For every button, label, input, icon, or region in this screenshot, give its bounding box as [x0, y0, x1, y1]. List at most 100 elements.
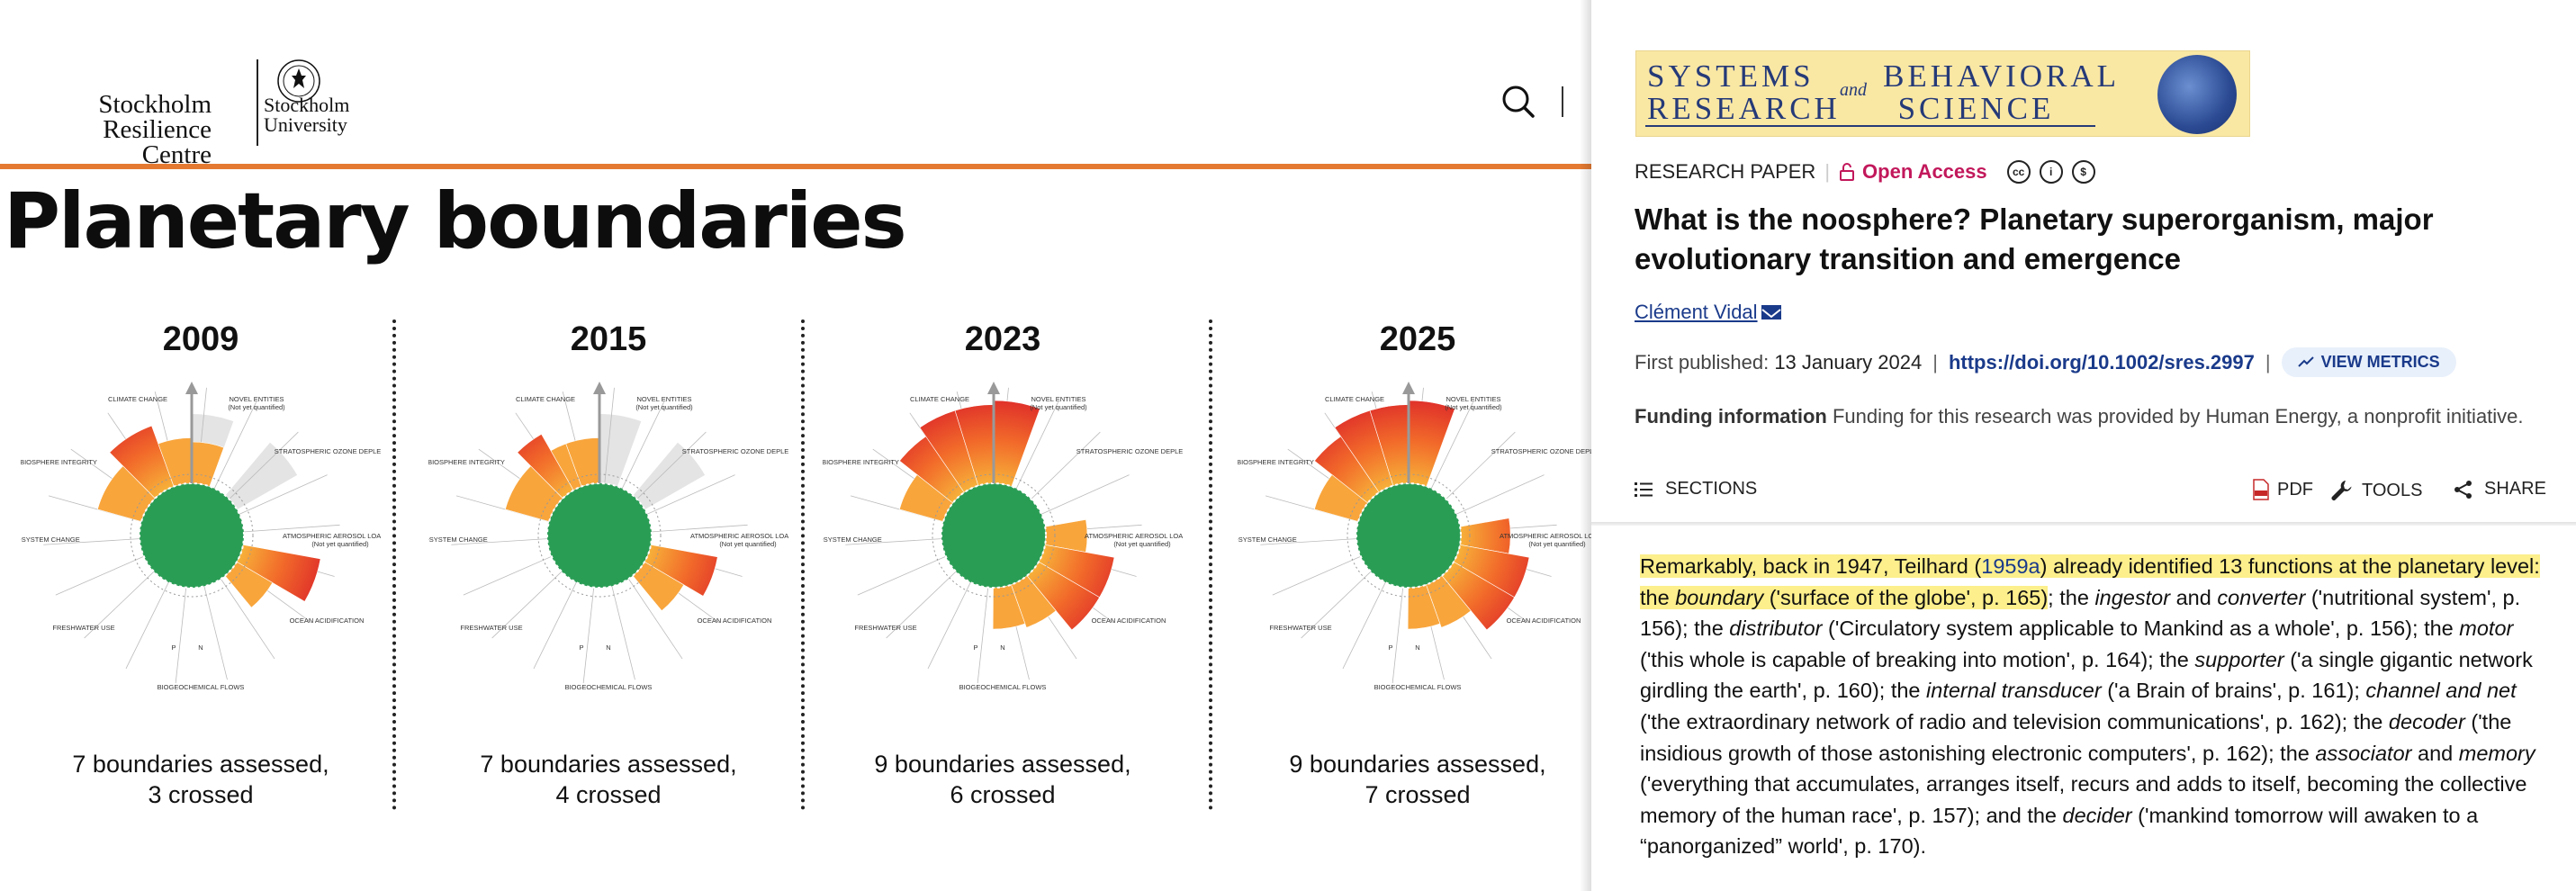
journal-rule: [1645, 125, 2095, 127]
author-link[interactable]: Clément Vidal: [1635, 301, 1781, 324]
pdf-icon: [2253, 479, 2269, 500]
uncertainty-ring: [130, 473, 254, 598]
unquantified-sector: [633, 442, 706, 510]
unquantified-sector: [225, 442, 298, 510]
arrow-head: [593, 382, 606, 394]
wheel-label: OCEAN ACIDIFICATION: [290, 616, 365, 625]
boundary-wedge: [224, 561, 274, 608]
text-run: ('surface of the globe', p. 165): [1763, 585, 2049, 609]
panel-divider: [801, 320, 805, 810]
mail-icon[interactable]: [1761, 305, 1781, 320]
emphasis: ingestor: [2094, 585, 2171, 609]
university-seal-icon: [277, 59, 320, 103]
sections-button[interactable]: SECTIONS: [1635, 479, 1757, 500]
wheel-label: FRESHWATER USE: [460, 624, 522, 632]
wheel-label: STRATOSPHERIC OZONE DEPLETION: [1076, 447, 1183, 455]
wheel-label: N: [1000, 644, 1004, 652]
panel-year: 2025: [1379, 320, 1456, 358]
logo-uni1: Stockholm: [264, 94, 350, 116]
sections-label: SECTIONS: [1665, 479, 1758, 499]
wheel-label: CLIMATE CHANGE: [108, 395, 167, 403]
safe-operating-space: [547, 483, 652, 588]
safe-operating-space: [140, 483, 244, 588]
emphasis: converter: [2217, 585, 2306, 609]
wheel-label: ATMOSPHERIC AEROSOL LOADING: [1085, 532, 1183, 540]
journal-word: Behavioral: [1883, 58, 2121, 94]
journal-word: Research: [1647, 91, 1841, 126]
wheel-label: LAND-SYSTEM CHANGE: [823, 536, 882, 544]
journal-word: Systems: [1647, 58, 1815, 94]
emphasis: supporter: [2194, 647, 2284, 671]
emphasis: channel and net: [2365, 679, 2517, 703]
list-icon: [1635, 482, 1653, 497]
wheel-label: BIOSPHERE INTEGRITY: [1238, 458, 1314, 466]
article-paragraph: Remarkably, back in 1947, Teilhard (1959…: [1640, 551, 2540, 862]
caption-line1: 7 boundaries assessed,: [72, 751, 329, 778]
article-type: RESEARCH PAPER: [1635, 160, 1816, 183]
wrench-icon: [2331, 481, 2352, 500]
wheel-label: ATMOSPHERIC AEROSOL LOADING: [690, 532, 788, 540]
boundary-wedge: [96, 465, 156, 522]
stockholm-resilience-page: Stockholm Resilience Centre Stockholm Un…: [0, 56, 1591, 819]
boundary-wedge: [504, 465, 563, 522]
wheel-label: OCEAN ACIDIFICATION: [1507, 616, 1581, 625]
logo-line2: Resilience Centre: [103, 115, 212, 169]
pub-date: 13 January 2024: [1774, 350, 1923, 374]
panel-year: 2023: [964, 320, 1041, 358]
text-run: and: [2411, 741, 2459, 765]
wheel-label: (Not yet quantified): [311, 540, 369, 548]
emphasis: memory: [2458, 741, 2535, 765]
wheel-label: (Not yet quantified): [1445, 403, 1502, 411]
wheel-label: N: [198, 644, 203, 652]
journal-banner[interactable]: Systems Behavioral Research Science and: [1635, 50, 2250, 137]
boundary-wedge: [191, 441, 225, 487]
share-button[interactable]: SHARE: [2454, 479, 2546, 500]
arrow-head: [987, 382, 1000, 394]
panel-2023: 2023 CLIMATE CHANGE NOVEL ENTITIES (Not ye…: [805, 315, 1201, 819]
wheel-label: NOVEL ENTITIES: [1446, 395, 1501, 403]
safe-operating-space: [941, 483, 1046, 588]
pub-label: First published:: [1635, 350, 1770, 374]
tools-button[interactable]: TOOLS: [2329, 479, 2422, 502]
caption-line2: 3 crossed: [148, 781, 254, 808]
wheel-label: BIOGEOCHEMICAL FLOWS: [959, 683, 1047, 691]
safe-operating-space: [1356, 483, 1461, 588]
emphasis: distributor: [1729, 616, 1823, 641]
search-icon[interactable]: [1500, 84, 1536, 120]
panel-year: 2015: [570, 320, 647, 358]
doi-link[interactable]: https://doi.org/10.1002/sres.2997: [1948, 350, 2255, 374]
header-rule: [0, 164, 1591, 169]
panel-divider: [392, 320, 396, 810]
panel-shadow: [1580, 0, 1592, 891]
citation-link[interactable]: 1959a: [1981, 554, 2040, 578]
emphasis: associator: [2315, 741, 2412, 765]
wheel-label: CLIMATE CHANGE: [910, 395, 969, 403]
boundary-wheel-2009: CLIMATE CHANGE NOVEL ENTITIES(Not yet qua…: [21, 382, 381, 691]
open-access-badge[interactable]: Open Access: [1839, 160, 1987, 184]
arrow-head: [185, 382, 198, 394]
caption-line1: 7 boundaries assessed,: [480, 751, 737, 778]
boundary-wedge: [993, 400, 1040, 487]
src-logo[interactable]: Stockholm Resilience Centre Stockholm Un…: [52, 56, 363, 168]
panel-caption: 9 boundaries assessed, 7 crossed: [1220, 749, 1591, 810]
view-metrics-label: VIEW METRICS: [2320, 353, 2440, 371]
wheel-label: (Not yet quantified): [635, 403, 693, 411]
caption-line2: 4 crossed: [555, 781, 662, 808]
view-metrics-button[interactable]: VIEW METRICS: [2281, 347, 2456, 377]
wheel-label: FRESHWATER USE: [52, 624, 114, 632]
noncommercial-icon: $: [2071, 160, 2095, 184]
wheel-label: OCEAN ACIDIFICATION: [698, 616, 772, 625]
wheel-label: FRESHWATER USE: [854, 624, 916, 632]
license-icons[interactable]: cc i $: [2006, 160, 2104, 184]
panel-divider: [1209, 320, 1212, 810]
article-title: What is the noosphere? Planetary superor…: [1635, 202, 2434, 275]
uncertainty-ring: [932, 473, 1056, 598]
panel-2009: 2009 CLIMATE CHANGE NOVEL ENTITIES (Not ye…: [3, 315, 399, 819]
wheel-label: NOVEL ENTITIES: [637, 395, 692, 403]
uncertainty-ring: [537, 473, 662, 598]
logo-line1: Stockholm: [98, 90, 212, 119]
wheel-label: CLIMATE CHANGE: [1325, 395, 1384, 403]
pdf-button[interactable]: PDF: [2252, 479, 2313, 500]
article-toolbar: SECTIONS PDF TOOLS SHARE: [1635, 479, 2546, 506]
logo-divider: [257, 59, 258, 146]
